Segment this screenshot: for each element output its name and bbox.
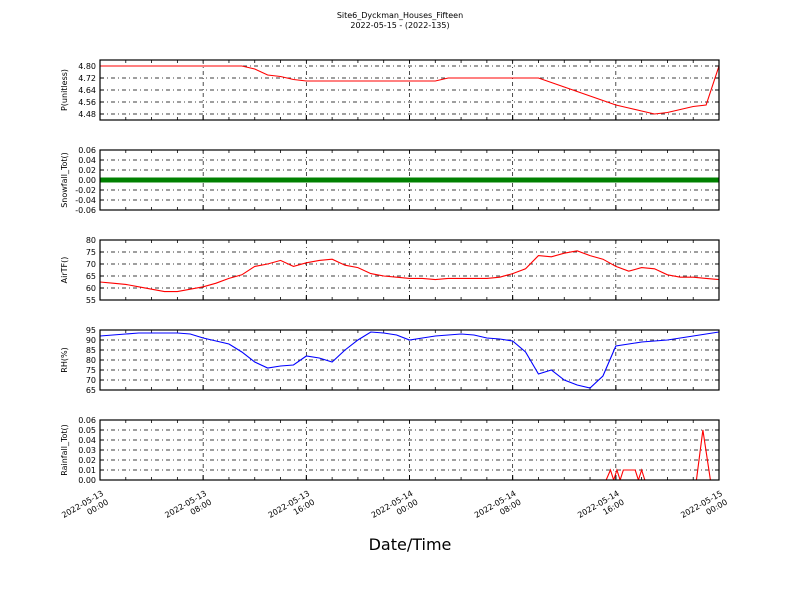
y-tick-label: 70: [86, 376, 96, 385]
y-tick-label: 75: [86, 248, 96, 257]
y-tick-label: 55: [86, 296, 96, 305]
y-tick-label: 0.01: [78, 466, 96, 475]
y-tick-label: 70: [86, 260, 96, 269]
y-tick-label: 0.05: [78, 426, 96, 435]
series-1: [100, 177, 719, 183]
y-tick-label: 0.04: [78, 156, 96, 165]
series-0: [100, 65, 719, 115]
y-tick-label: -0.04: [75, 196, 96, 205]
y-axis-label: RH(%): [60, 347, 69, 372]
y-tick-label: 80: [86, 236, 96, 245]
panel-frame: [99, 239, 720, 301]
y-tick-label: 4.64: [78, 86, 96, 95]
chart-title: Site6_Dyckman_Houses_Fifteen: [336, 11, 464, 20]
y-tick-label: 4.80: [78, 62, 96, 71]
y-tick-label: 0.06: [78, 146, 96, 155]
y-tick-label: 60: [86, 284, 96, 293]
y-tick-label: 0.04: [78, 436, 96, 445]
y-tick-label: 90: [86, 336, 96, 345]
chart-subtitle: 2022-05-15 - (2022-135): [350, 21, 450, 30]
series-2: [100, 250, 719, 293]
panel-frame: [99, 149, 720, 211]
x-tick-label: 2022-05-1316:00: [267, 489, 317, 529]
x-tick-label: 2022-05-1416:00: [576, 489, 626, 529]
y-tick-label: -0.02: [75, 186, 96, 195]
y-tick-label: 80: [86, 356, 96, 365]
y-tick-label: 0.06: [78, 416, 96, 425]
series-3: [100, 331, 719, 389]
panel-4: 0.000.010.020.030.040.050.06 Rainfall_Tot…: [60, 416, 720, 485]
y-tick-label: 0.02: [78, 456, 96, 465]
y-tick-label: 4.56: [78, 98, 96, 107]
panel-2: 55 60 65 70 75 80 AirTF(): [60, 236, 720, 305]
y-axis-label: P(unitless): [60, 69, 69, 111]
y-tick-label: -0.06: [75, 206, 96, 215]
x-tick-label: 2022-05-1408:00: [473, 489, 523, 529]
y-tick-label: 65: [86, 272, 96, 281]
data-point: [716, 177, 719, 183]
y-tick-label: 0.02: [78, 166, 96, 175]
y-axis-label: Rainfall_Tot(): [60, 424, 69, 476]
y-tick-label: 4.48: [78, 110, 96, 119]
panel-1: -0.06-0.04-0.020.000.020.040.06 Snowfall_…: [60, 146, 720, 215]
panel-frame: [99, 419, 720, 481]
x-axis-label: Date/Time: [369, 535, 452, 554]
panel-0: 4.48 4.56 4.64 4.72 4.80 P(unitless): [60, 59, 720, 121]
y-tick-label: 0.00: [78, 176, 96, 185]
y-tick-label: 75: [86, 366, 96, 375]
x-tick-label: 2022-05-1300:00: [60, 489, 110, 529]
y-tick-label: 95: [86, 326, 96, 335]
y-tick-label: 65: [86, 386, 96, 395]
y-tick-label: 4.72: [78, 74, 96, 83]
y-axis-label: Snowfall_Tot(): [60, 152, 69, 208]
y-tick-label: 85: [86, 346, 96, 355]
x-tick-label: 2022-05-1400:00: [370, 489, 420, 529]
y-tick-label: 0.03: [78, 446, 96, 455]
panel-frame: [99, 329, 720, 391]
panel-frame: [99, 59, 720, 121]
y-tick-label: 0.00: [78, 476, 96, 485]
x-tick-label: 2022-05-1500:00: [679, 489, 729, 529]
y-axis-label: AirTF(): [60, 257, 69, 284]
x-tick-label: 2022-05-1308:00: [163, 489, 213, 529]
